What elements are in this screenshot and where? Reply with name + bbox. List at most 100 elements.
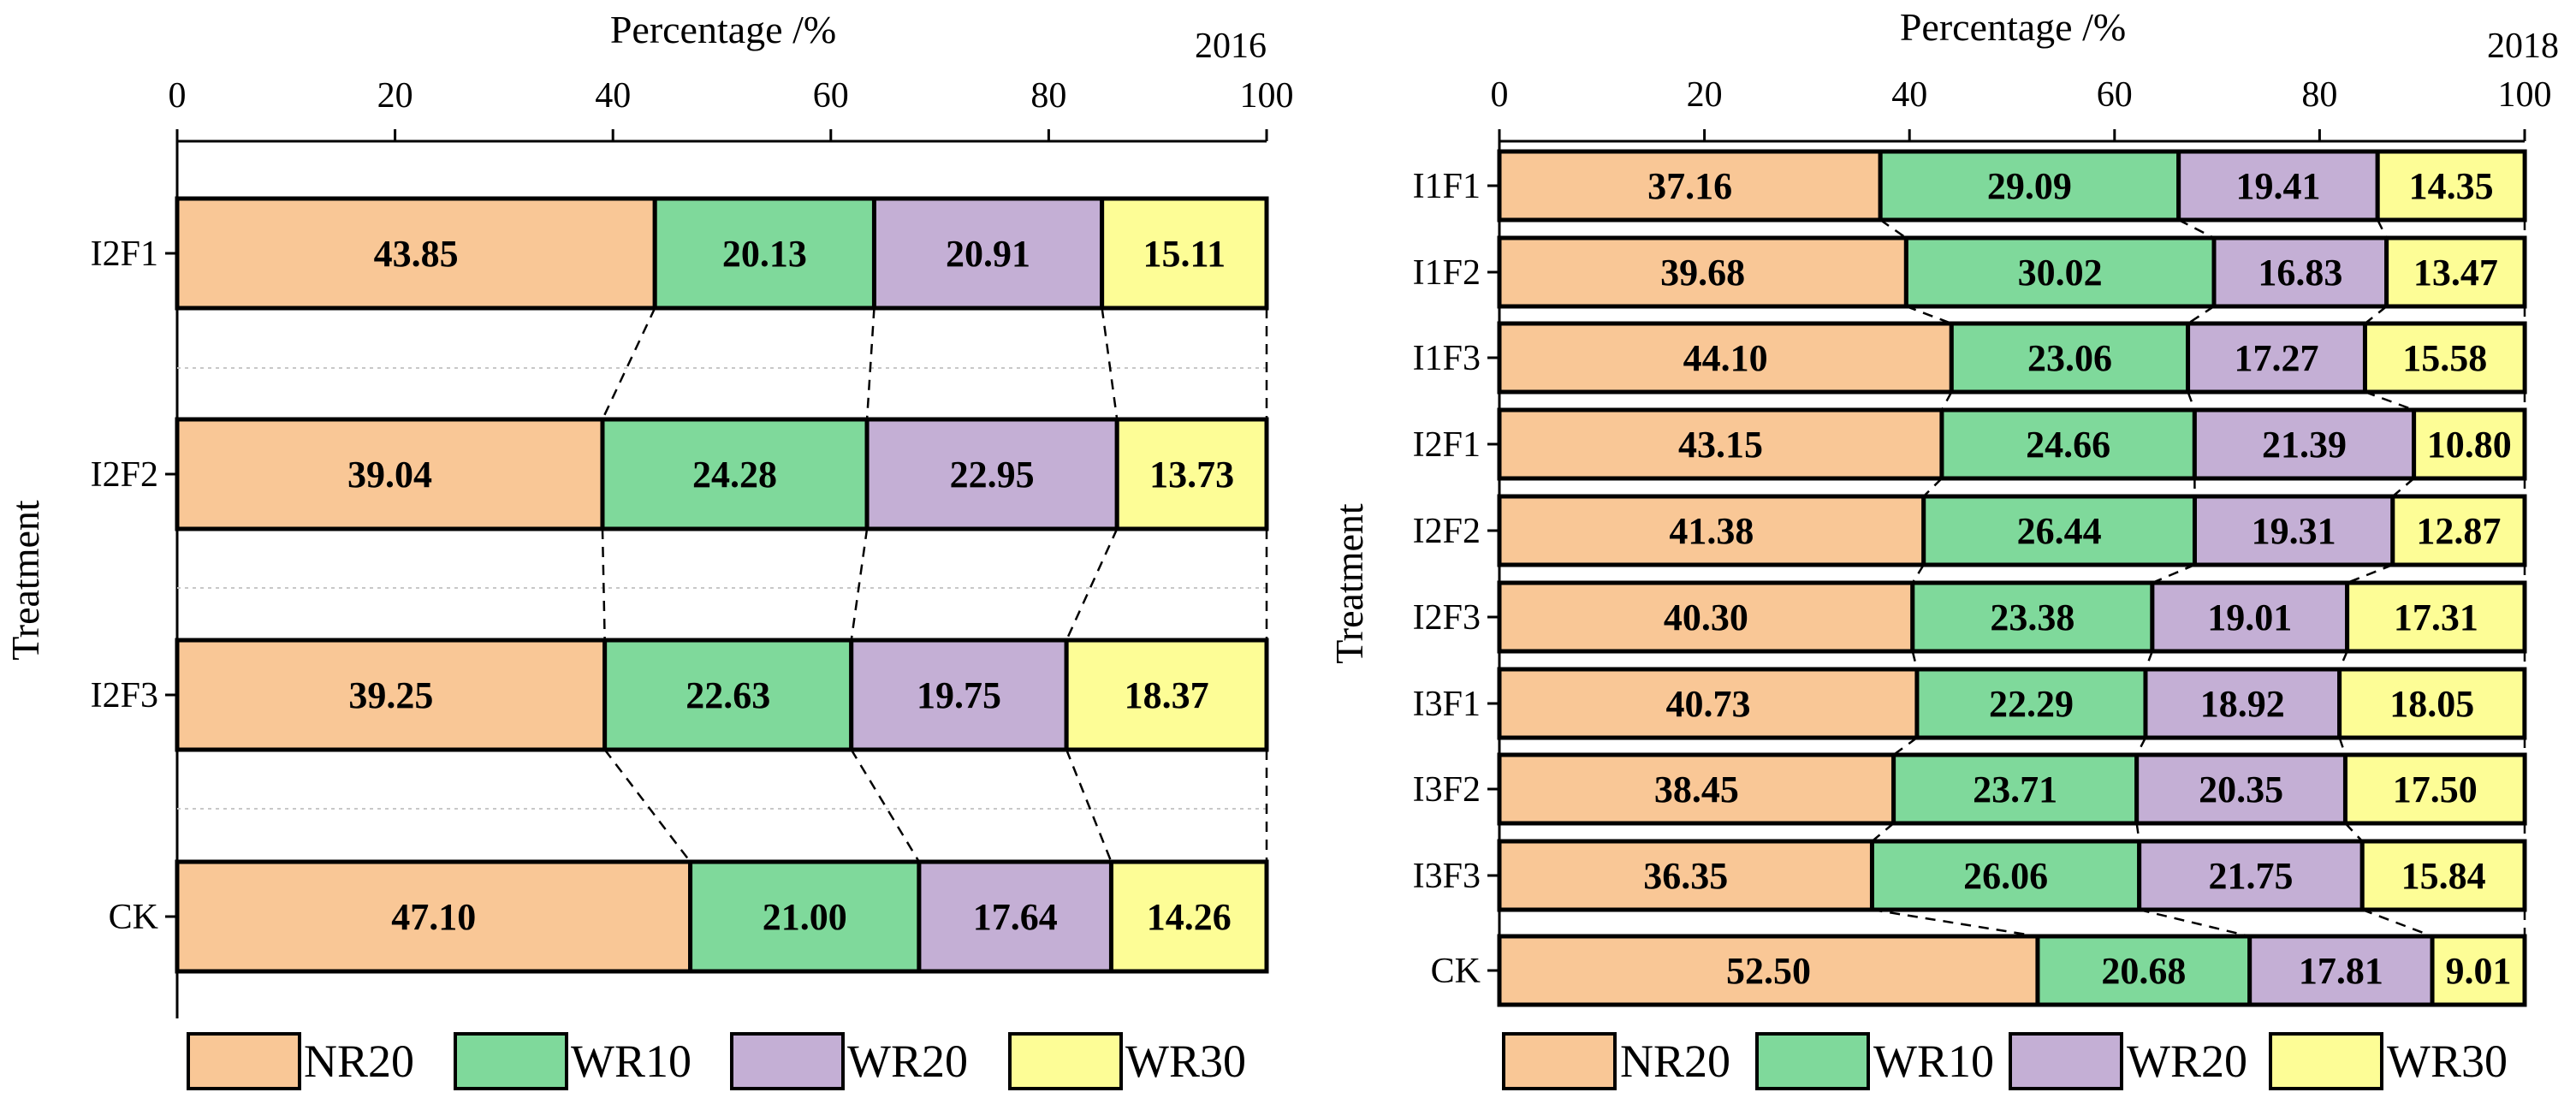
legend-swatch-wr20 — [730, 1032, 845, 1090]
connector-line — [603, 749, 691, 863]
data-label: 10.80 — [2427, 424, 2512, 466]
connector-line — [1065, 749, 1113, 863]
bar-segment-nr20 — [1497, 934, 2040, 1007]
connector-line — [1905, 305, 1952, 325]
connector-line — [1065, 528, 1119, 641]
bar-segment-nr20 — [1497, 494, 1926, 567]
connector-line — [2361, 908, 2433, 938]
y-tick-label: CK — [109, 898, 158, 937]
data-label: 14.26 — [1147, 896, 1232, 938]
legend-label-wr30: WR30 — [2387, 1036, 2508, 1087]
x-tick-label: 20 — [377, 76, 413, 116]
bar-segment-wr10 — [600, 417, 870, 531]
connector-line — [601, 307, 656, 420]
bar-segment-nr20 — [1497, 839, 1874, 912]
x-tick-label: 80 — [1030, 76, 1066, 116]
chart-panel-2016: Percentage /% 2016 Treatment 0 20 40 60 80 100 I2… — [3, 8, 1294, 1090]
data-label: 40.73 — [1665, 683, 1750, 725]
data-label: 17.27 — [2235, 337, 2319, 379]
bar-segment-wr20 — [2192, 407, 2417, 481]
bar-segment-wr10 — [652, 196, 876, 311]
connector-line — [1872, 908, 2039, 938]
x-tick-label: 40 — [595, 76, 631, 116]
data-label: 20.68 — [2101, 950, 2186, 992]
bar-segment-wr30 — [2359, 839, 2527, 912]
bar-segment-wr30 — [2362, 321, 2527, 395]
legend-label-wr20: WR20 — [2127, 1036, 2247, 1087]
x-tick-label: 0 — [1491, 75, 1509, 115]
data-label: 15.58 — [2402, 337, 2487, 379]
chart-year-label: 2016 — [1195, 27, 1267, 66]
data-label: 19.75 — [917, 674, 1001, 716]
connector-line — [1892, 736, 1918, 757]
bar-segment-nr20 — [175, 638, 608, 752]
y-tick-label: I3F2 — [1413, 770, 1481, 810]
bar-segment-wr10 — [1869, 839, 2142, 912]
data-label: 21.39 — [2262, 424, 2347, 466]
data-label: 13.73 — [1149, 454, 1234, 496]
connector-line — [2365, 390, 2415, 412]
connector-line — [2144, 650, 2154, 670]
bar-segment-nr20 — [1497, 580, 1915, 654]
connector-line — [1911, 650, 1919, 670]
bar-segment-wr10 — [1878, 149, 2181, 223]
connector-line — [2392, 478, 2415, 497]
connector-line — [2187, 305, 2215, 325]
bar-segment-nr20 — [1497, 407, 1944, 481]
bar-segment-wr30 — [1114, 417, 1269, 531]
legend-label-wr30: WR30 — [1125, 1036, 1246, 1087]
legend-label-wr20: WR20 — [847, 1036, 968, 1087]
connector-line — [850, 749, 920, 863]
data-label: 37.16 — [1647, 165, 1732, 207]
x-axis-title: Percentage /% — [610, 8, 836, 51]
bar-segment-wr20 — [2176, 149, 2380, 223]
data-label: 43.15 — [1678, 424, 1763, 466]
bar-segment-wr10 — [1914, 667, 2148, 740]
data-label: 22.95 — [950, 454, 1035, 496]
bar-segment-nr20 — [175, 417, 605, 531]
data-label: 30.02 — [2018, 252, 2103, 294]
data-label: 17.31 — [2394, 597, 2478, 638]
data-label: 23.71 — [1973, 769, 2057, 810]
bar-segment-wr10 — [2035, 934, 2253, 1007]
data-label: 39.25 — [348, 674, 433, 716]
bar-segment-nr20 — [1497, 752, 1896, 826]
data-label: 15.84 — [2401, 855, 2486, 897]
data-label: 20.13 — [722, 233, 807, 275]
bar-segment-wr30 — [2345, 580, 2527, 654]
data-label: 47.10 — [391, 896, 476, 938]
bar-segment-wr20 — [871, 196, 1105, 311]
legend-swatch-wr30 — [2269, 1032, 2383, 1090]
connector-line — [850, 528, 869, 641]
x-tick-label: 100 — [2498, 75, 2552, 115]
data-label: 22.63 — [686, 674, 770, 716]
legend-swatch-wr30 — [1008, 1032, 1123, 1090]
y-axis-title: Treatment — [1327, 503, 1371, 664]
bar-segment-wr30 — [2342, 752, 2527, 826]
data-label: 26.06 — [1963, 855, 2048, 897]
data-label: 22.29 — [1989, 683, 2074, 725]
legend-label-nr20: NR20 — [304, 1036, 414, 1087]
data-label: 21.75 — [2208, 855, 2293, 897]
bar-segment-nr20 — [1497, 667, 1920, 740]
connector-line — [2139, 908, 2250, 938]
data-label: 39.68 — [1660, 252, 1745, 294]
data-label: 17.81 — [2299, 950, 2383, 992]
x-tick-label: 100 — [1240, 76, 1294, 116]
y-tick-label: I1F3 — [1413, 339, 1481, 378]
connector-line — [1101, 307, 1119, 420]
y-tick-label: I1F2 — [1413, 253, 1481, 293]
bar-segment-wr30 — [2390, 494, 2527, 567]
connector-line — [2364, 306, 2388, 324]
connector-line — [1911, 564, 1925, 584]
bar-segment-wr10 — [1949, 321, 2191, 395]
bar-segment-wr20 — [849, 638, 1069, 752]
chart-year-label: 2018 — [2487, 27, 2559, 66]
bar-segment-nr20 — [1497, 235, 1908, 309]
bar-segment-wr30 — [2375, 149, 2527, 223]
data-label: 44.10 — [1683, 337, 1768, 379]
connector-line — [1940, 391, 1953, 411]
data-label: 12.87 — [2416, 510, 2501, 552]
legend-swatch-nr20 — [1502, 1032, 1617, 1090]
data-label: 40.30 — [1664, 597, 1748, 638]
